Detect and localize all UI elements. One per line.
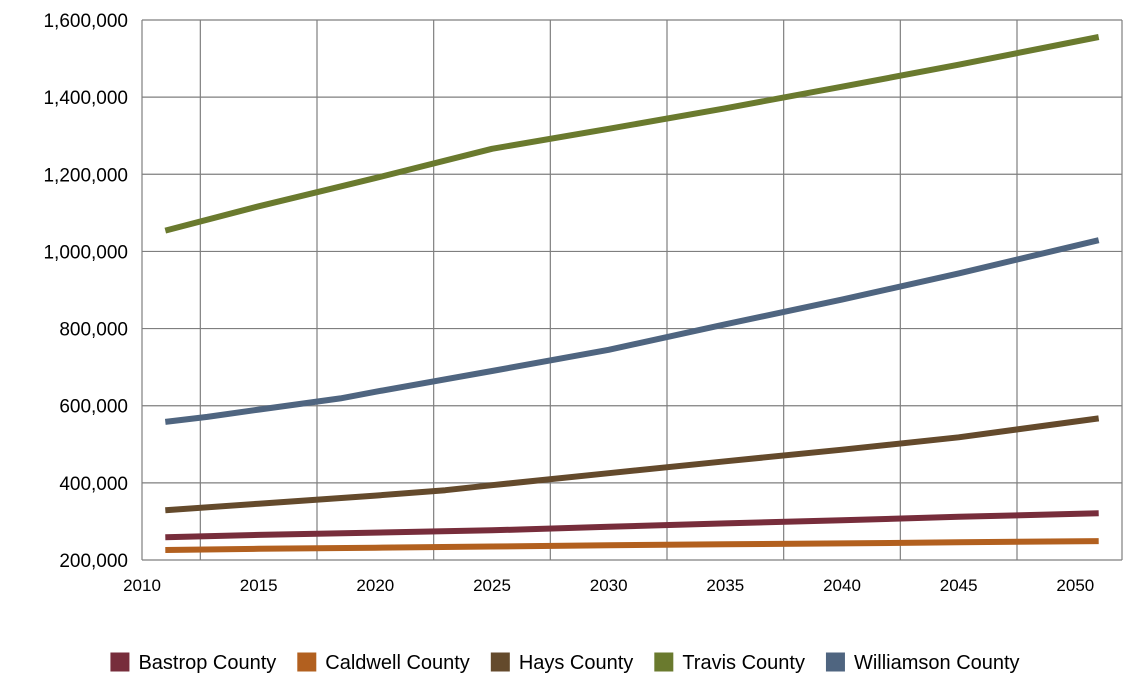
y-tick-label: 600,000 xyxy=(59,397,128,418)
x-tick-label: 2050 xyxy=(1056,576,1094,595)
x-tick-label: 2010 xyxy=(123,576,161,595)
y-tick-label: 200,000 xyxy=(59,551,128,572)
y-axis-ticks: 200,000 400,000 600,000 800,000 1,000,000 1,2… xyxy=(43,11,128,572)
y-tick-label: 800,000 xyxy=(59,320,128,341)
y-tick-label: 1,400,000 xyxy=(43,88,128,109)
series-lines xyxy=(164,34,1100,553)
legend-label: Bastrop County xyxy=(138,652,276,674)
series-line-williamson-county xyxy=(164,237,1100,425)
legend-item-travis-county: Travis County xyxy=(654,652,805,674)
legend-swatch xyxy=(654,652,674,672)
x-tick-label: 2015 xyxy=(240,576,278,595)
x-tick-label: 2045 xyxy=(940,576,978,595)
x-tick-label: 2030 xyxy=(590,576,628,595)
series-line-caldwell-county xyxy=(165,538,1099,553)
x-tick-label: 2020 xyxy=(356,576,394,595)
x-tick-label: 2025 xyxy=(473,576,511,595)
y-tick-label: 1,200,000 xyxy=(43,165,128,186)
x-tick-label: 2035 xyxy=(706,576,744,595)
series-line-hays-county xyxy=(165,415,1100,514)
legend-item-bastrop-county: Bastrop County xyxy=(110,652,276,674)
series-line-bastrop-county xyxy=(165,510,1099,541)
legend-label: Travis County xyxy=(682,652,805,674)
legend-label: Hays County xyxy=(519,652,634,674)
legend-label: Williamson County xyxy=(854,652,1020,674)
legend-swatch xyxy=(110,652,130,672)
y-tick-label: 400,000 xyxy=(59,474,128,495)
x-axis-ticks: 2010 2015 2020 2025 2030 2035 2040 2045 2050 xyxy=(123,576,1094,595)
y-tick-label: 1,600,000 xyxy=(43,11,128,32)
legend-swatch xyxy=(825,652,845,672)
legend-item-hays-county: Hays County xyxy=(490,652,634,674)
legend-item-williamson-county: Williamson County xyxy=(825,652,1020,674)
legend-swatch xyxy=(297,652,317,672)
legend-item-caldwell-county: Caldwell County xyxy=(297,652,470,674)
legend-swatch xyxy=(490,652,510,672)
legend-label: Caldwell County xyxy=(325,652,470,674)
legend: Bastrop County Caldwell County Hays County… xyxy=(110,652,1020,674)
grid xyxy=(141,19,1123,561)
series-line-travis-county xyxy=(164,34,1100,234)
y-tick-label: 1,000,000 xyxy=(43,242,128,263)
x-tick-label: 2040 xyxy=(823,576,861,595)
